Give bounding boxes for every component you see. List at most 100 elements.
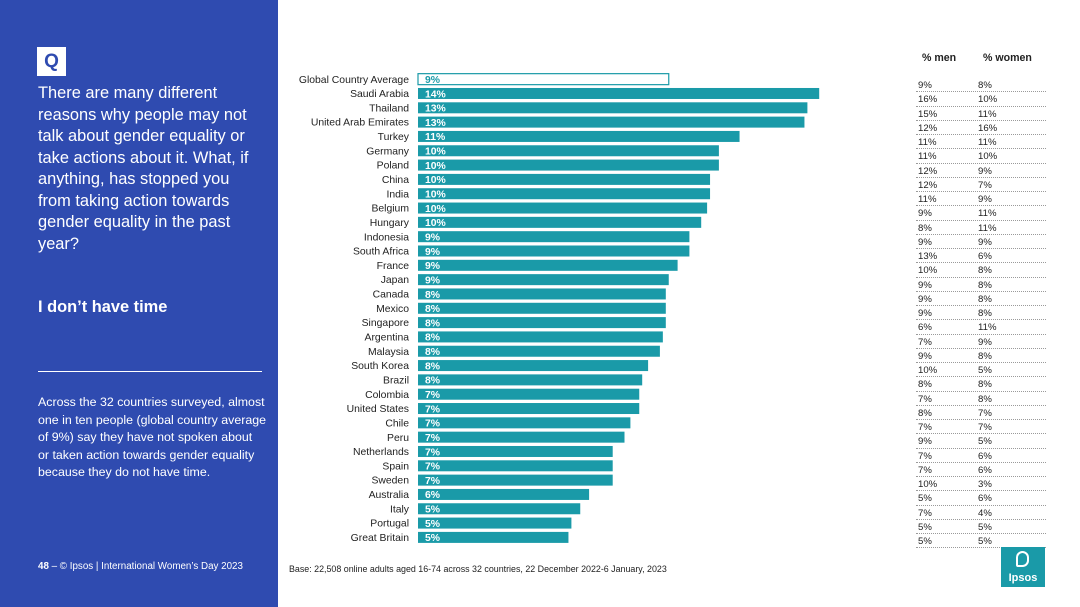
men-value: 10% — [918, 265, 938, 277]
men-value: 7% — [918, 393, 932, 405]
category-label: Germany — [366, 146, 410, 157]
gender-table: 9% 8% 16% 10% 15% 11% 12% 16% 11% 11% 11% 10% 12% 9% 1… — [916, 78, 1046, 549]
women-value: 8% — [978, 293, 992, 305]
category-label: Global Country Average — [299, 75, 409, 86]
category-label: Turkey — [378, 132, 410, 143]
table-row: 7% 4% — [916, 506, 1046, 520]
women-value: 5% — [978, 521, 992, 533]
bar — [418, 317, 666, 329]
table-row: 11% 10% — [916, 149, 1046, 164]
men-value: 5% — [918, 493, 932, 505]
answer-text: I don’t have time — [38, 298, 168, 316]
category-label: Japan — [381, 275, 410, 286]
bar — [418, 517, 572, 529]
women-value: 11% — [978, 322, 997, 334]
category-label: Poland — [377, 161, 410, 172]
category-label: Belgium — [371, 204, 409, 215]
bar — [418, 188, 711, 200]
value-label: 9% — [425, 247, 440, 258]
women-column-header: % women — [983, 52, 1032, 64]
bar — [418, 202, 708, 214]
table-row: 10% 8% — [916, 263, 1046, 278]
divider — [38, 371, 262, 372]
category-label: Singapore — [362, 318, 410, 329]
value-label: 7% — [425, 390, 440, 401]
women-value: 5% — [978, 536, 992, 547]
table-row: 12% 7% — [916, 178, 1046, 192]
men-value: 8% — [918, 222, 932, 234]
footer-text: – © Ipsos | International Women’s Day 20… — [51, 561, 243, 572]
table-row: 8% 7% — [916, 406, 1046, 420]
value-label: 10% — [425, 218, 446, 229]
men-value: 16% — [918, 94, 938, 106]
bar-global-average — [417, 73, 670, 86]
left-panel: Q There are many different reasons why p… — [0, 0, 278, 607]
value-label: 10% — [425, 175, 446, 186]
men-value: 7% — [918, 450, 932, 462]
logo-text: Ipsos — [1008, 572, 1038, 584]
bar — [418, 288, 666, 300]
women-value: 8% — [978, 279, 992, 291]
base-note: Base: 22,508 online adults aged 16-74 ac… — [289, 564, 667, 574]
men-value: 15% — [918, 108, 938, 120]
bar — [418, 231, 690, 243]
table-row: 9% 8% — [916, 78, 1046, 93]
value-label: 8% — [425, 333, 440, 344]
category-label: France — [377, 261, 410, 272]
women-value: 10% — [978, 151, 998, 163]
category-label: Canada — [373, 290, 410, 301]
women-value: 7% — [978, 179, 992, 191]
footer: 48 – © Ipsos | International Women’s Day… — [38, 561, 243, 572]
women-value: 9% — [978, 194, 992, 205]
men-value: 8% — [918, 407, 932, 419]
category-label: Hungary — [370, 218, 410, 229]
category-label: Australia — [369, 490, 410, 501]
women-value: 11% — [978, 137, 997, 148]
bar — [418, 417, 631, 429]
men-value: 7% — [918, 336, 932, 348]
table-row: 11% 11% — [916, 135, 1046, 150]
bar — [418, 488, 590, 500]
bar — [418, 460, 613, 472]
value-label: 14% — [425, 89, 446, 100]
men-value: 9% — [918, 436, 932, 448]
women-value: 8% — [978, 393, 992, 405]
women-value: 3% — [978, 479, 992, 490]
bar — [418, 274, 669, 286]
bar — [418, 374, 643, 386]
category-label: China — [382, 175, 409, 186]
table-row: 6% 11% — [916, 320, 1046, 335]
bar — [418, 360, 649, 372]
table-row: 12% 9% — [916, 164, 1046, 178]
table-row: 9% 8% — [916, 292, 1046, 306]
women-value: 8% — [978, 308, 992, 319]
bar — [418, 116, 805, 128]
value-label: 10% — [425, 147, 446, 158]
women-value: 11% — [978, 208, 997, 220]
women-value: 6% — [978, 464, 992, 476]
men-value: 9% — [918, 208, 932, 220]
men-value: 10% — [918, 365, 938, 376]
value-label: 7% — [425, 404, 440, 415]
category-label: Colombia — [365, 390, 409, 401]
men-value: 8% — [918, 379, 932, 391]
category-label: Chile — [385, 418, 409, 429]
table-row: 7% 8% — [916, 392, 1046, 406]
bar — [418, 345, 660, 357]
men-value: 9% — [918, 80, 932, 91]
category-label: Mexico — [376, 304, 409, 315]
bar — [418, 102, 808, 114]
bar — [418, 431, 625, 443]
women-value: 5% — [978, 365, 992, 376]
table-row: 7% 9% — [916, 335, 1046, 349]
value-label: 8% — [425, 304, 440, 315]
table-row: 13% 6% — [916, 249, 1046, 264]
category-label: Brazil — [383, 375, 409, 386]
women-value: 7% — [978, 422, 992, 433]
value-label: 8% — [425, 376, 440, 387]
women-value: 8% — [978, 379, 992, 391]
value-label: 13% — [425, 104, 446, 115]
category-label: South Africa — [353, 247, 409, 258]
summary-text: Across the 32 countries surveyed, almost… — [38, 395, 267, 480]
table-row: 5% 5% — [916, 534, 1046, 549]
